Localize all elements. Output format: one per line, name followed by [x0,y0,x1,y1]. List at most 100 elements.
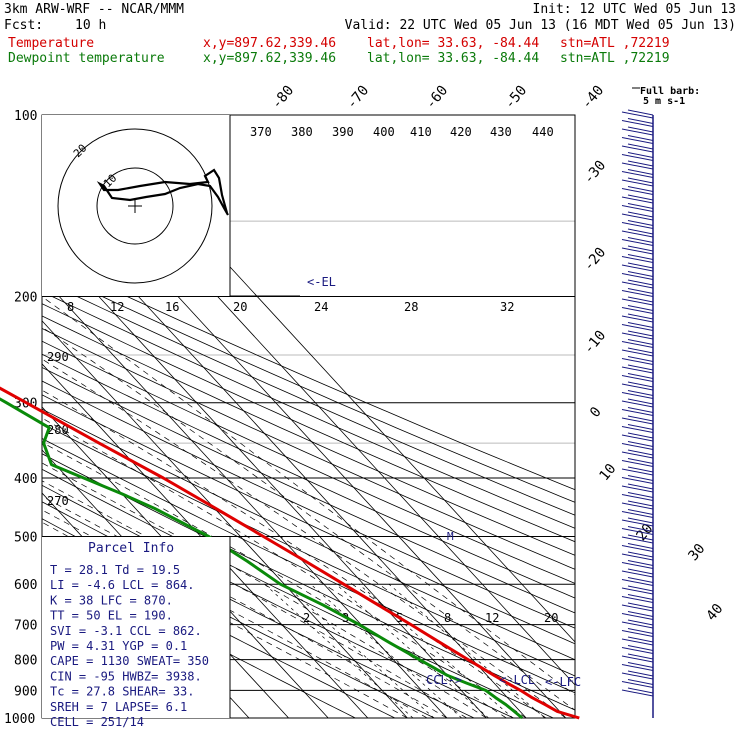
temperature-tick-label: -60 [423,83,452,113]
temperature-profile [0,386,580,720]
dry-adiabat-line [42,340,575,584]
hodograph-speed-label: 24 [314,300,328,314]
plot-frame [41,114,576,719]
temperature-tick-label: -70 [344,83,373,113]
wind-barb [621,432,654,442]
theta-label: 370 [250,125,272,139]
wind-barb [621,679,654,688]
hodograph-ring [96,167,174,245]
wind-barb [621,296,654,306]
dewpoint-legend: Dewpoint temperature [8,51,165,66]
dry-adiabat-line [42,291,575,529]
pressure-tick-label: 700 [14,619,37,634]
wind-barb [621,322,654,331]
pressure-tick-label: 600 [14,578,37,593]
wind-barb [621,636,654,646]
isotherm-line [42,320,408,718]
mixing-ratio-label: 20 [544,611,558,625]
wind-barb [621,126,654,136]
wind-barb [621,390,654,399]
theta-label: 280 [47,423,69,437]
wind-barb [621,152,654,161]
wind-barb [621,594,654,603]
wind-barb [621,483,654,493]
mixing-ratio-line [335,583,489,718]
wind-barb [621,364,654,374]
wind-barb [621,543,654,552]
parcel-info-row: SREH = 7 LAPSE= 6.1 [50,700,187,714]
parcel-info-row: CIN = -95 HWBZ= 3938. [50,669,202,683]
hodograph-speed-label: 28 [404,300,418,314]
dewpoint-station: stn=ATL ,72219 [560,51,670,66]
parcel-info-background [42,537,230,718]
theta-label: 290 [47,350,69,364]
parcel-info-row: K = 38 LFC = 870. [50,593,173,607]
pressure-tick-label: 400 [14,472,37,487]
temperature-station: stn=ATL ,72219 [560,36,670,51]
wind-barb [621,228,654,238]
wind-barb [621,356,654,365]
wind-barb [621,288,654,297]
parcel-info-row: T = 28.1 Td = 19.5 [50,563,180,577]
lfc-annotation: <-LFC [545,675,581,689]
moist-adiabat-line [42,462,487,718]
temperature-xy: x,y=897.62,339.46 [203,36,337,51]
wind-barb [621,177,654,187]
dry-adiabat-line [42,303,575,543]
parcel-info-title: Parcel Info [88,541,174,556]
dry-adiabat-line [42,453,575,711]
forecast-label: Fcst: [4,18,44,33]
wind-barb [621,441,654,450]
valid-time: Valid: 22 UTC Wed 05 Jun 13 (16 MDT Wed … [344,18,736,33]
wind-barb [621,534,654,544]
theta-label: 430 [490,125,512,139]
wind-barb [621,237,654,246]
init-time: Init: 12 UTC Wed 05 Jun 13 [532,2,737,17]
hodograph-speed-label: 16 [165,300,179,314]
isotherm-line [42,363,369,718]
theta-label: 380 [291,125,313,139]
theta-label: 400 [373,125,395,139]
dry-adiabat-line [42,279,575,516]
wind-barb [621,135,654,144]
hodograph-speed-label: 32 [500,300,514,314]
wind-barb [621,220,654,229]
wind-barb [621,109,654,119]
temperature-tick-label: -80 [269,83,298,113]
dry-adiabat-line [42,423,575,677]
wind-barb [621,687,654,697]
moist-adiabat-line [42,441,507,718]
ccl-annotation: CCL-> [426,673,462,687]
dry-adiabat-line [42,438,575,694]
barb-legend-unit: 5 m s-1 [643,96,685,107]
parcel-info-row: CAPE = 1130 SWEAT= 350 [50,654,209,668]
pressure-tick-label: 100 [14,109,37,124]
el-annotation: <-EL [307,275,336,289]
model-title: 3km ARW-WRF -- NCAR/MMM [4,2,185,17]
wind-barb [621,211,654,221]
dewpoint-profile [0,397,524,720]
wind-barb [621,475,654,484]
wind-barb [621,517,654,527]
dry-adiabat-line [42,267,575,503]
wind-barb [621,611,654,620]
theta-label: 440 [532,125,554,139]
wind-barb [621,313,654,323]
wind-barb [621,143,654,153]
hodograph-speed-label: 12 [110,300,124,314]
theta-label: 420 [450,125,472,139]
wind-barb [621,279,654,289]
temperature-tick-label: 40 [703,601,726,624]
wind-barb [621,271,654,280]
barb-legend-label: Full barb: [640,86,700,97]
moist-adiabat-line [42,326,575,711]
temperature-tick-label: -50 [502,83,531,113]
wind-barb [621,526,654,535]
wind-barb [621,398,654,408]
wind-barb [621,339,654,348]
parcel-info-row: SVI = -3.1 CCL = 862. [50,624,202,638]
temperature-tick-label: -10 [581,328,610,358]
parcel-info-row: CELL = 251/14 [50,715,144,729]
dry-adiabat-line [42,366,575,614]
temperature-tick-label: 30 [685,541,708,564]
